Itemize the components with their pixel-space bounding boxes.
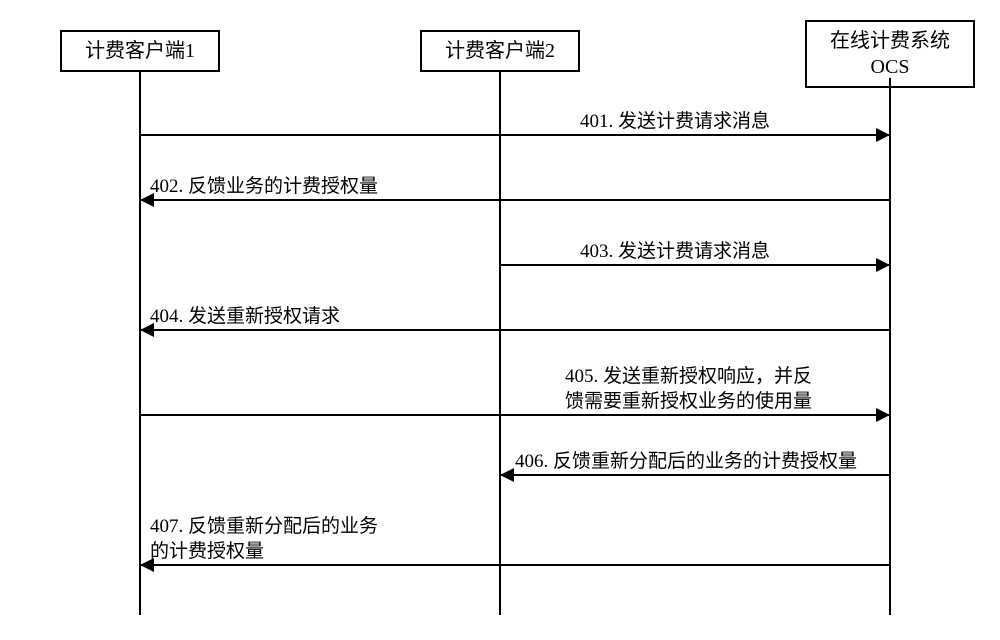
arrow-head-icon bbox=[876, 408, 890, 422]
arrow-label: 402. 反馈业务的计费授权量 bbox=[150, 175, 378, 200]
arrow-head-icon bbox=[500, 468, 514, 482]
lifeline-client2 bbox=[499, 70, 501, 615]
arrow-line bbox=[140, 134, 890, 136]
actor-client1: 计费客户端1 bbox=[60, 30, 220, 72]
arrow-label: 401. 发送计费请求消息 bbox=[580, 110, 770, 135]
actor-client2: 计费客户端2 bbox=[420, 30, 580, 72]
sequence-diagram: 计费客户端1 计费客户端2 在线计费系统 OCS 401. 发送计费请求消息40… bbox=[20, 20, 980, 620]
arrow-label: 407. 反馈重新分配后的业务 的计费授权量 bbox=[150, 515, 378, 564]
arrow-head-icon bbox=[876, 128, 890, 142]
arrow-label: 406. 反馈重新分配后的业务的计费授权量 bbox=[515, 450, 857, 475]
arrow-head-icon bbox=[876, 258, 890, 272]
lifeline-ocs bbox=[889, 78, 891, 615]
arrow-label: 404. 发送重新授权请求 bbox=[150, 305, 340, 330]
arrow-label: 405. 发送重新授权响应，并反 馈需要重新授权业务的使用量 bbox=[565, 365, 812, 414]
arrow-label: 403. 发送计费请求消息 bbox=[580, 240, 770, 265]
lifeline-client1 bbox=[139, 70, 141, 615]
